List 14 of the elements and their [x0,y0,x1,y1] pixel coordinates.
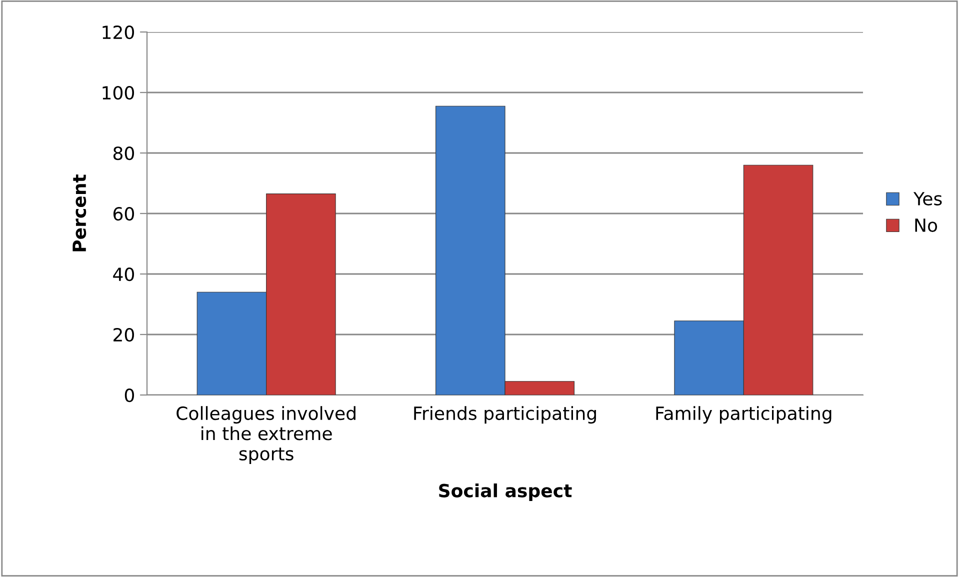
legend-label: No [915,218,938,232]
y-tick-label: 40 [113,267,134,282]
y-axis-title: Percent [72,174,86,252]
y-tick-label: 60 [113,206,134,221]
y-tick-label: 20 [114,328,134,342]
y-tick-label: 100 [102,86,134,100]
x-axis-title: Social aspect [439,483,572,501]
y-tick-label: 120 [102,25,134,40]
y-tick-label: 0 [124,388,134,402]
y-tick-label: 80 [113,146,134,160]
x-tick-label: Colleagues involved in the extreme sports [176,406,356,464]
x-tick-label: Friends participating [414,406,596,424]
legend-label: Yes [913,192,942,206]
x-tick-label: Family participating [656,406,832,424]
